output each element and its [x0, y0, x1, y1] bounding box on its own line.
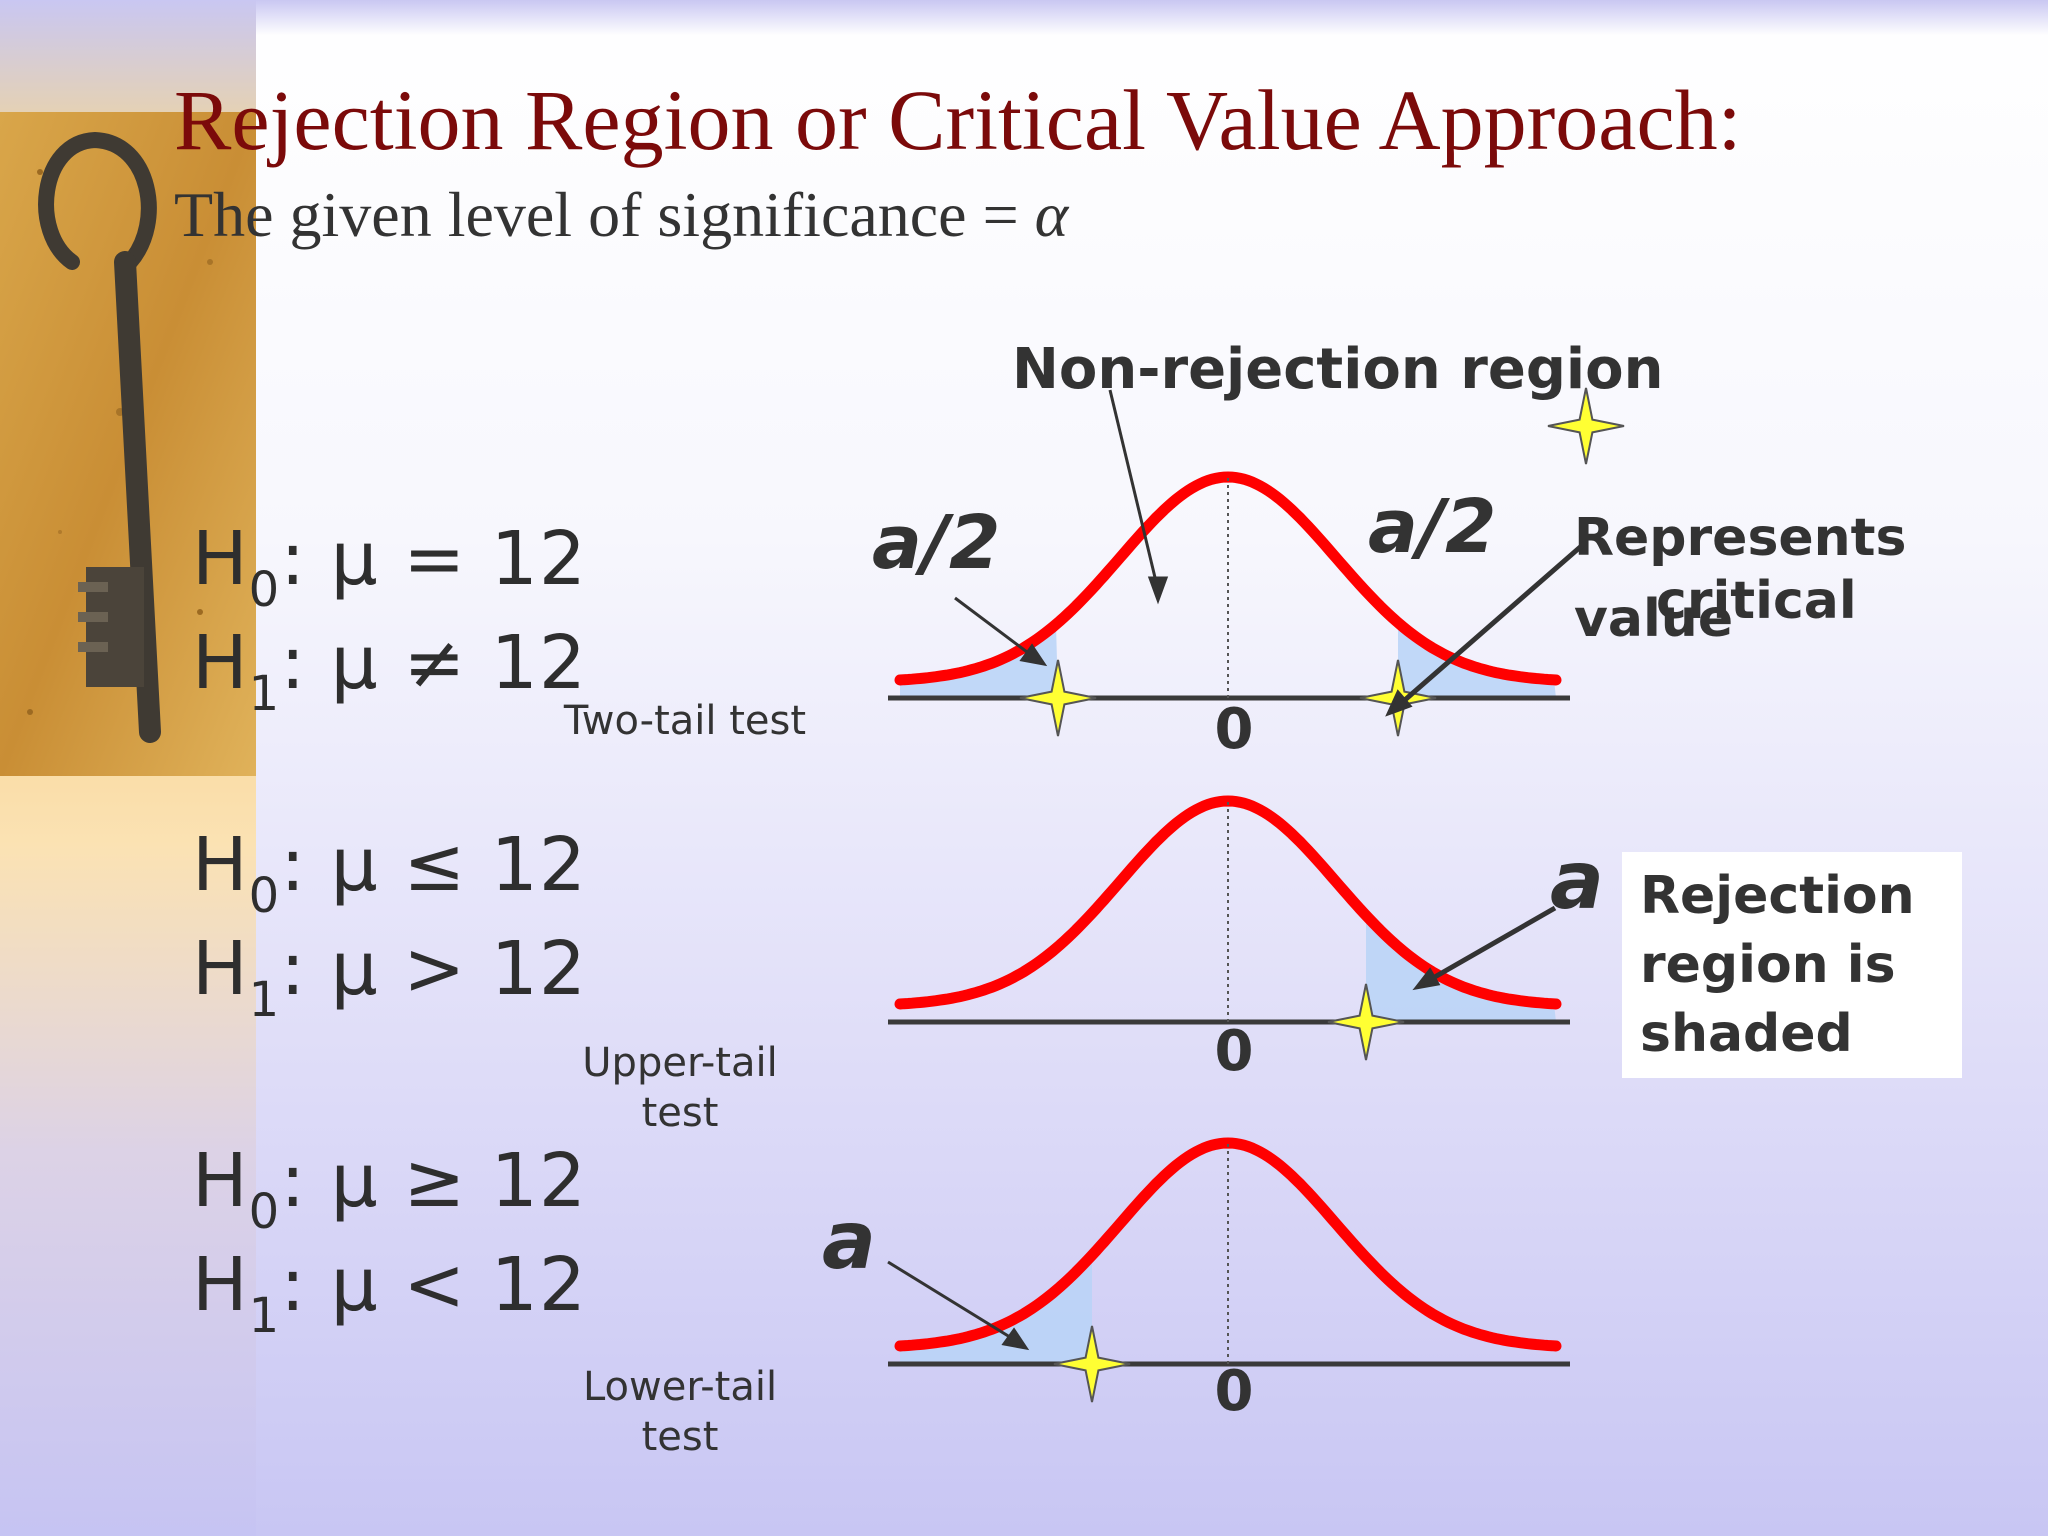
arrowhead: [1412, 967, 1441, 991]
h-symbol: H: [192, 822, 249, 908]
rejection-callout-text: Rejection region is shaded: [1640, 866, 1915, 1064]
normal-curve: [894, 1137, 1562, 1352]
alpha-half-right-label: a/2: [1368, 484, 1496, 570]
h-subscript: 0: [248, 868, 281, 924]
slide-title: Rejection Region or Critical Value Appro…: [174, 72, 1742, 168]
h-symbol: H: [192, 1242, 249, 1328]
axis-zero-label: 0: [1215, 1359, 1254, 1424]
top-gradient-bar: [256, 0, 2048, 36]
h-symbol: H: [192, 1138, 249, 1224]
represents-label-line1: Represents: [1574, 508, 1907, 568]
h-subscript: 0: [248, 562, 281, 618]
alpha-lower-label: a: [822, 1194, 876, 1287]
upper-tail-test-label: Upper-tail test: [582, 1040, 778, 1136]
critical-value-star: [1327, 983, 1405, 1061]
h-symbol: H: [192, 620, 249, 706]
normal-curve: [894, 795, 1562, 1010]
h-subscript: 0: [248, 1184, 281, 1240]
axis-zero-label: 0: [1215, 1019, 1254, 1084]
two-tail-test-label: Two-tail test: [563, 698, 807, 744]
alpha-symbol: α: [1034, 179, 1069, 250]
h-condition: : μ ≠ 12: [280, 620, 587, 706]
represents-label-line3: value: [1574, 589, 1733, 649]
h-subscript: 1: [248, 972, 281, 1028]
antique-key-image: [0, 112, 256, 776]
arrowhead: [1001, 1327, 1030, 1351]
two-tail-null-hypothesis: H0: μ = 12: [192, 516, 587, 618]
arrowhead: [1147, 576, 1169, 605]
h-symbol: H: [192, 926, 249, 1012]
rejection-region-upper: [1366, 915, 1556, 1022]
critical-value-star: [1053, 1325, 1131, 1403]
non-rejection-region-label: Non-rejection region: [1012, 337, 1663, 402]
alpha-half-left-pointer: [954, 596, 1036, 660]
represents-label-line2: critical: [1656, 571, 1857, 631]
upper-tail-null-hypothesis: H0: μ ≤ 12: [192, 822, 587, 924]
lower-tail-alt-hypothesis: H1: μ < 12: [192, 1242, 587, 1344]
alpha-upper-label: a: [1550, 834, 1604, 927]
critical-value-star: [1019, 659, 1097, 737]
arrowhead: [1019, 643, 1048, 667]
h-condition: : μ < 12: [280, 1242, 587, 1328]
two-tail-alt-hypothesis: H1: μ ≠ 12: [192, 620, 587, 722]
rejection-region-lower: [900, 1255, 1092, 1364]
subtitle-text: The given level of significance =: [174, 179, 1035, 250]
axis-zero-label: 0: [1215, 697, 1254, 762]
arrowhead: [1385, 689, 1413, 717]
h-subscript: 1: [248, 1288, 281, 1344]
normal-curve: [894, 471, 1562, 686]
h-subscript: 1: [248, 666, 281, 722]
critical-value-pointer: [1396, 540, 1588, 708]
h-condition: : μ > 12: [280, 926, 587, 1012]
alpha-upper-pointer: [1424, 905, 1557, 985]
upper-tail-alt-hypothesis: H1: μ > 12: [192, 926, 587, 1028]
h-condition: : μ ≤ 12: [280, 822, 587, 908]
h-symbol: H: [192, 516, 249, 602]
lower-tail-test-label: Lower-tail test: [582, 1364, 778, 1460]
alpha-half-left-label: a/2: [872, 500, 1000, 586]
non-rejection-pointer: [1108, 389, 1160, 591]
h-condition: : μ = 12: [280, 516, 587, 602]
alpha-lower-pointer: [887, 1260, 1019, 1344]
lower-tail-null-hypothesis: H0: μ ≥ 12: [192, 1138, 587, 1240]
slide-subtitle: The given level of significance = α: [174, 178, 1068, 252]
h-condition: : μ ≥ 12: [280, 1138, 587, 1224]
critical-value-star: [1547, 387, 1625, 465]
rejection-callout-box: [1622, 852, 1962, 1078]
